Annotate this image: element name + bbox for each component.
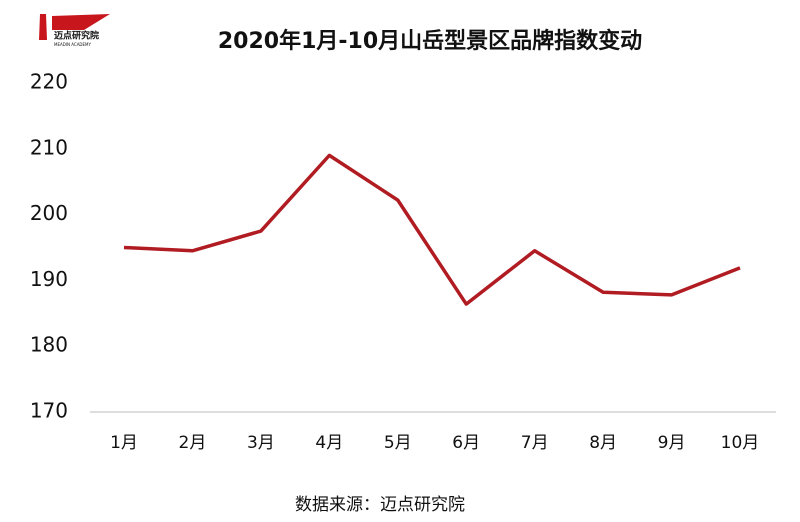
logo: 迈点研究院 MEADIN ACADEMY	[39, 14, 110, 47]
y-tick-label: 170	[30, 399, 68, 423]
x-tick-label: 7月	[521, 433, 549, 453]
y-tick-label: 180	[30, 333, 68, 357]
y-tick-label: 190	[30, 267, 68, 291]
x-tick-label: 4月	[315, 433, 343, 453]
line-series	[123, 153, 741, 306]
logo-flag	[52, 14, 110, 30]
x-tick-label: 3月	[247, 433, 275, 453]
logo-tower	[39, 14, 47, 40]
chart-title: 2020年1月-10月山岳型景区品牌指数变动	[218, 28, 642, 54]
x-tick-label: 9月	[658, 433, 686, 453]
x-tick-label: 8月	[589, 433, 617, 453]
x-tick-label: 5月	[384, 433, 412, 453]
y-tick-label: 220	[30, 70, 68, 94]
x-tick-label: 2月	[179, 433, 207, 453]
logo-subtitle: MEADIN ACADEMY	[54, 42, 91, 47]
x-tick-label: 10月	[721, 433, 760, 453]
y-tick-label: 210	[30, 135, 68, 159]
x-tick-label: 1月	[110, 433, 138, 453]
source: 数据来源：迈点研究院	[295, 495, 465, 515]
y-tick-label: 200	[30, 201, 68, 225]
logo-name: 迈点研究院	[54, 30, 99, 42]
x-tick-label: 6月	[452, 433, 480, 453]
